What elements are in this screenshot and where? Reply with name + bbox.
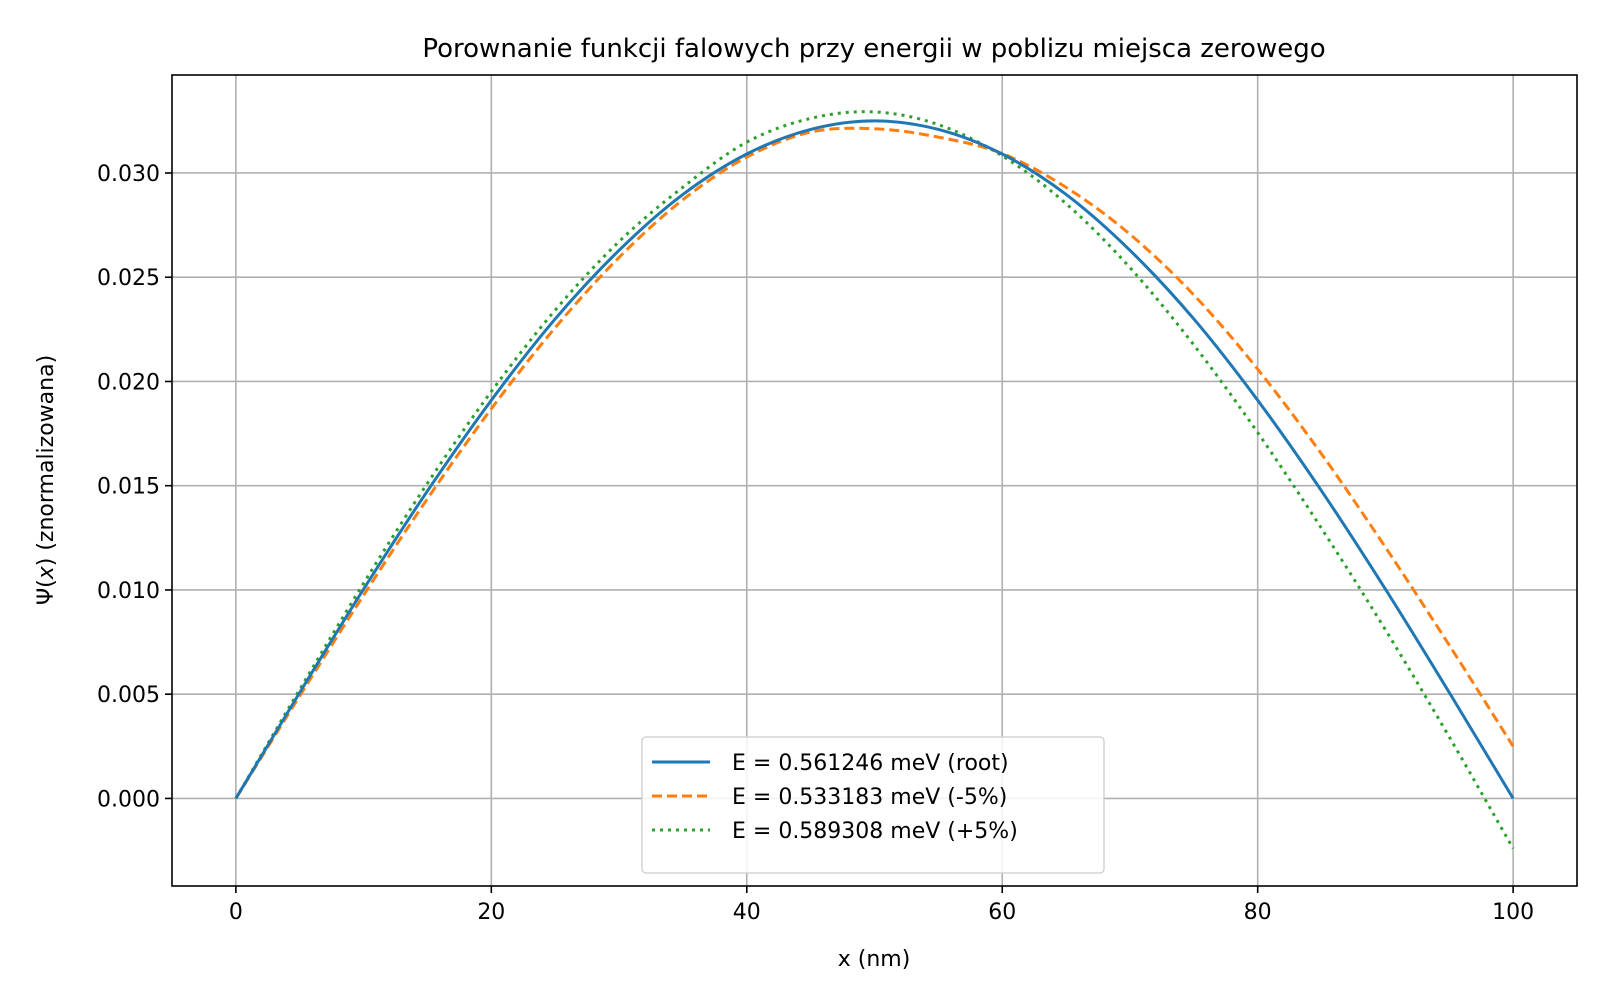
x-tick-label: 80	[1244, 900, 1272, 925]
plot-frame	[171, 74, 1578, 887]
y-axis-ticks: 0.000 0.005 0.010 0.015 0.020 0.025 0.030	[97, 162, 172, 812]
x-axis-label: x (nm)	[838, 947, 911, 972]
legend-label-2: E = 0.533183 meV (-5%)	[732, 785, 1007, 810]
legend: E = 0.561246 meV (root) E = 0.533183 meV …	[641, 736, 1105, 874]
y-tick-label: 0.000	[97, 787, 160, 812]
y-axis-label-rest: ) (znormalizowana)	[34, 355, 59, 566]
y-tick-label: 0.020	[97, 370, 160, 395]
legend-box	[641, 736, 1105, 874]
y-tick-label: 0.010	[97, 579, 160, 604]
y-tick-label: 0.015	[97, 475, 160, 500]
y-axis-label: Ψ(x) (znormalizowana)	[34, 355, 59, 605]
y-tick-label: 0.005	[97, 683, 160, 708]
y-tick-label: 0.030	[97, 162, 160, 187]
series-layer	[234, 110, 1515, 850]
x-axis-ticks: 0 20 40 60 80 100	[229, 886, 1534, 925]
y-axis-label-variable: x	[34, 565, 59, 580]
series-line-2	[234, 126, 1515, 800]
chart-title: Porownanie funkcji falowych przy energii…	[422, 34, 1325, 64]
series-line-1	[234, 119, 1515, 800]
y-axis-label-symbol: Ψ(	[34, 579, 59, 605]
legend-label-1: E = 0.561246 meV (root)	[732, 751, 1009, 776]
x-tick-label: 0	[229, 900, 243, 925]
x-tick-label: 60	[988, 900, 1016, 925]
y-tick-label: 0.025	[97, 266, 160, 291]
x-tick-label: 40	[733, 900, 761, 925]
x-tick-label: 100	[1492, 900, 1534, 925]
series-line-3	[234, 110, 1515, 850]
legend-label-3: E = 0.589308 meV (+5%)	[732, 819, 1018, 844]
grid	[172, 75, 1577, 886]
x-tick-label: 20	[477, 900, 505, 925]
